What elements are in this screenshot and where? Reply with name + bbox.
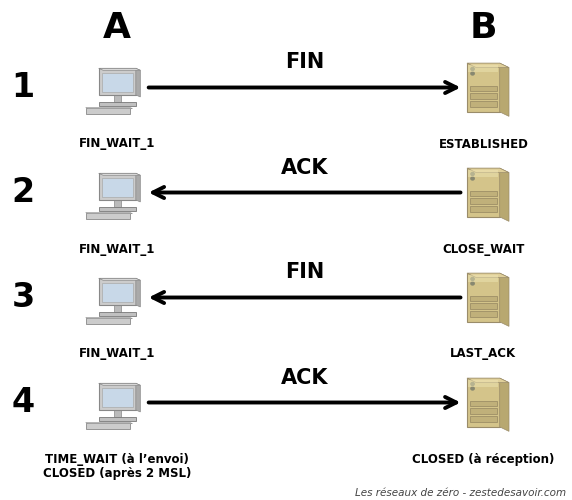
- FancyBboxPatch shape: [470, 101, 496, 107]
- FancyBboxPatch shape: [102, 178, 133, 198]
- Circle shape: [471, 177, 474, 180]
- Text: 1: 1: [11, 71, 34, 104]
- Polygon shape: [136, 278, 140, 307]
- Polygon shape: [98, 278, 140, 280]
- FancyBboxPatch shape: [470, 408, 496, 414]
- FancyBboxPatch shape: [86, 422, 130, 428]
- FancyBboxPatch shape: [98, 417, 136, 422]
- FancyBboxPatch shape: [86, 108, 130, 114]
- FancyBboxPatch shape: [467, 63, 500, 112]
- FancyBboxPatch shape: [102, 283, 133, 302]
- FancyBboxPatch shape: [468, 170, 498, 177]
- FancyBboxPatch shape: [86, 318, 130, 324]
- FancyBboxPatch shape: [102, 388, 133, 407]
- Polygon shape: [500, 168, 509, 222]
- Polygon shape: [136, 384, 140, 412]
- FancyBboxPatch shape: [470, 400, 496, 406]
- Polygon shape: [98, 384, 140, 386]
- Text: LAST_ACK: LAST_ACK: [450, 348, 517, 360]
- FancyBboxPatch shape: [467, 378, 500, 427]
- FancyBboxPatch shape: [98, 278, 136, 305]
- Polygon shape: [467, 273, 509, 278]
- Polygon shape: [500, 378, 509, 432]
- Text: ESTABLISHED: ESTABLISHED: [438, 138, 529, 150]
- Circle shape: [471, 172, 474, 176]
- Polygon shape: [500, 273, 509, 326]
- Text: FIN_WAIT_1: FIN_WAIT_1: [79, 348, 156, 360]
- FancyBboxPatch shape: [470, 206, 496, 212]
- Polygon shape: [86, 422, 133, 424]
- Circle shape: [471, 68, 474, 70]
- Text: 4: 4: [11, 386, 34, 419]
- Text: FIN_WAIT_1: FIN_WAIT_1: [79, 138, 156, 150]
- FancyBboxPatch shape: [98, 68, 136, 95]
- Polygon shape: [467, 378, 509, 382]
- Text: ACK: ACK: [281, 368, 328, 388]
- FancyBboxPatch shape: [102, 73, 133, 92]
- Circle shape: [471, 382, 474, 386]
- Polygon shape: [98, 68, 140, 70]
- FancyBboxPatch shape: [98, 102, 136, 106]
- Text: A: A: [104, 10, 131, 44]
- FancyBboxPatch shape: [468, 65, 498, 72]
- Text: 2: 2: [11, 176, 34, 209]
- Text: CLOSE_WAIT: CLOSE_WAIT: [442, 242, 525, 256]
- Text: B: B: [470, 10, 497, 44]
- FancyBboxPatch shape: [470, 94, 496, 99]
- Circle shape: [471, 387, 474, 390]
- FancyBboxPatch shape: [470, 198, 496, 204]
- Polygon shape: [86, 212, 133, 214]
- FancyBboxPatch shape: [468, 380, 498, 387]
- FancyBboxPatch shape: [114, 95, 121, 102]
- Text: 3: 3: [11, 281, 34, 314]
- FancyBboxPatch shape: [470, 416, 496, 422]
- Polygon shape: [98, 174, 140, 176]
- Text: FIN: FIN: [285, 262, 324, 282]
- Text: FIN: FIN: [285, 52, 324, 72]
- Polygon shape: [136, 174, 140, 202]
- FancyBboxPatch shape: [468, 275, 498, 282]
- FancyBboxPatch shape: [470, 304, 496, 309]
- Text: FIN_WAIT_1: FIN_WAIT_1: [79, 242, 156, 256]
- FancyBboxPatch shape: [98, 207, 136, 212]
- Text: Les réseaux de zéro - zestedesavoir.com: Les réseaux de zéro - zestedesavoir.com: [355, 488, 566, 498]
- FancyBboxPatch shape: [98, 384, 136, 410]
- Circle shape: [471, 278, 474, 280]
- FancyBboxPatch shape: [114, 305, 121, 312]
- Text: CLOSED (à réception): CLOSED (à réception): [412, 452, 554, 466]
- Circle shape: [471, 282, 474, 285]
- FancyBboxPatch shape: [86, 212, 130, 218]
- FancyBboxPatch shape: [467, 168, 500, 217]
- FancyBboxPatch shape: [114, 410, 121, 417]
- Text: TIME_WAIT (à l’envoi)
CLOSED (après 2 MSL): TIME_WAIT (à l’envoi) CLOSED (après 2 MS…: [43, 452, 192, 480]
- FancyBboxPatch shape: [470, 296, 496, 302]
- Polygon shape: [136, 68, 140, 97]
- FancyBboxPatch shape: [470, 190, 496, 196]
- Polygon shape: [500, 63, 509, 116]
- FancyBboxPatch shape: [470, 86, 496, 91]
- Polygon shape: [467, 168, 509, 172]
- Circle shape: [471, 72, 474, 75]
- FancyBboxPatch shape: [114, 200, 121, 207]
- Polygon shape: [467, 63, 509, 68]
- FancyBboxPatch shape: [98, 312, 136, 316]
- Text: ACK: ACK: [281, 158, 328, 178]
- FancyBboxPatch shape: [467, 273, 500, 322]
- FancyBboxPatch shape: [470, 311, 496, 317]
- FancyBboxPatch shape: [98, 174, 136, 200]
